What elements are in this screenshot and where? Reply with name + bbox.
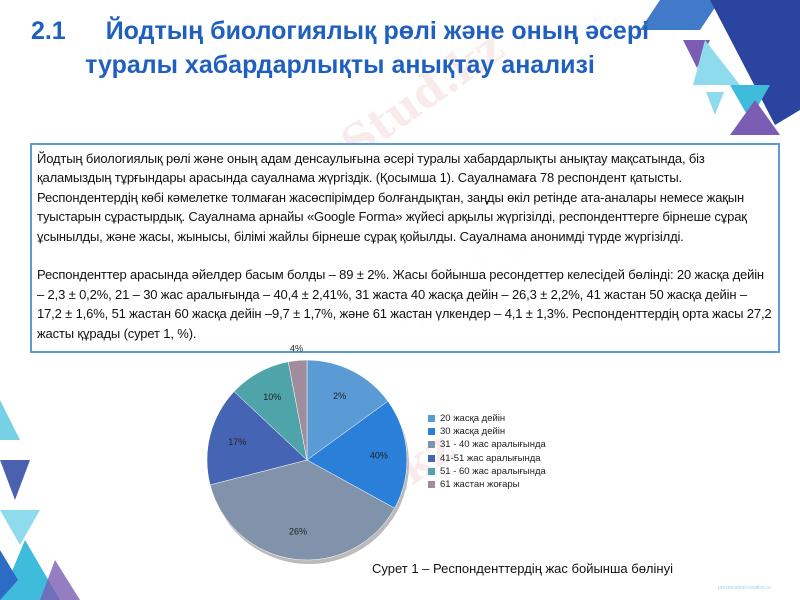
legend-swatch — [428, 415, 435, 423]
figure-caption: Сурет 1 – Респонденттердің жас бойынша б… — [372, 561, 673, 576]
legend-item: 31 - 40 жас аралығында — [428, 438, 546, 451]
pie-data-label: 2% — [333, 391, 346, 401]
legend-label: 20 жасқа дейін — [440, 413, 506, 425]
pie-data-label: 26% — [289, 526, 307, 536]
pie-data-label: 4% — [290, 343, 303, 353]
footer-text: presentation-creation.ru — [718, 585, 771, 591]
legend-item: 41-51 жас аралығында — [428, 452, 546, 465]
legend-item: 30 жасқа дейін — [428, 425, 546, 438]
pie-slice — [206, 391, 308, 486]
pie-data-label: 40% — [370, 450, 388, 460]
legend-label: 61 жастан жоғары — [440, 479, 520, 491]
legend-label: 51 - 60 жас аралығында — [440, 465, 546, 477]
chart-legend: 20 жасқа дейін 30 жасқа дейін 31 - 40 жас … — [428, 412, 546, 491]
legend-swatch — [428, 441, 435, 449]
body-text-box: Йодтың биологиялық рөлі және оның адам д… — [30, 143, 780, 353]
legend-label: 30 жасқа дейін — [440, 426, 506, 438]
legend-item: 61 жастан жоғары — [428, 478, 546, 491]
pie-slice — [287, 359, 308, 461]
pie-slice — [306, 400, 408, 509]
title-number: 2.1 — [30, 17, 66, 45]
paragraph: Респонденттер арасында әйелдер басым бол… — [37, 267, 772, 341]
pie-data-label: 10% — [263, 392, 281, 402]
legend-item: 51 - 60 жас аралығында — [428, 465, 546, 478]
legend-item: 20 жасқа дейін — [428, 412, 546, 425]
pie-slice — [306, 359, 389, 461]
legend-swatch — [428, 467, 435, 475]
title-text: Йодтың биологиялық рөлі және оның әсері … — [85, 17, 650, 79]
legend-label: 41-51 жас аралығында — [440, 452, 541, 464]
pie-data-label: 17% — [228, 437, 246, 447]
paragraph: Йодтың биологиялық рөлі және оның адам д… — [37, 151, 747, 244]
legend-swatch — [428, 454, 435, 462]
legend-swatch — [428, 428, 435, 436]
pie-slice — [209, 459, 395, 561]
slide-title: 2.1 Йодтың биологиялық рөлі және оның әсе… — [20, 14, 660, 82]
legend-label: 31 - 40 жас аралығында — [440, 439, 546, 451]
legend-swatch — [428, 481, 435, 489]
